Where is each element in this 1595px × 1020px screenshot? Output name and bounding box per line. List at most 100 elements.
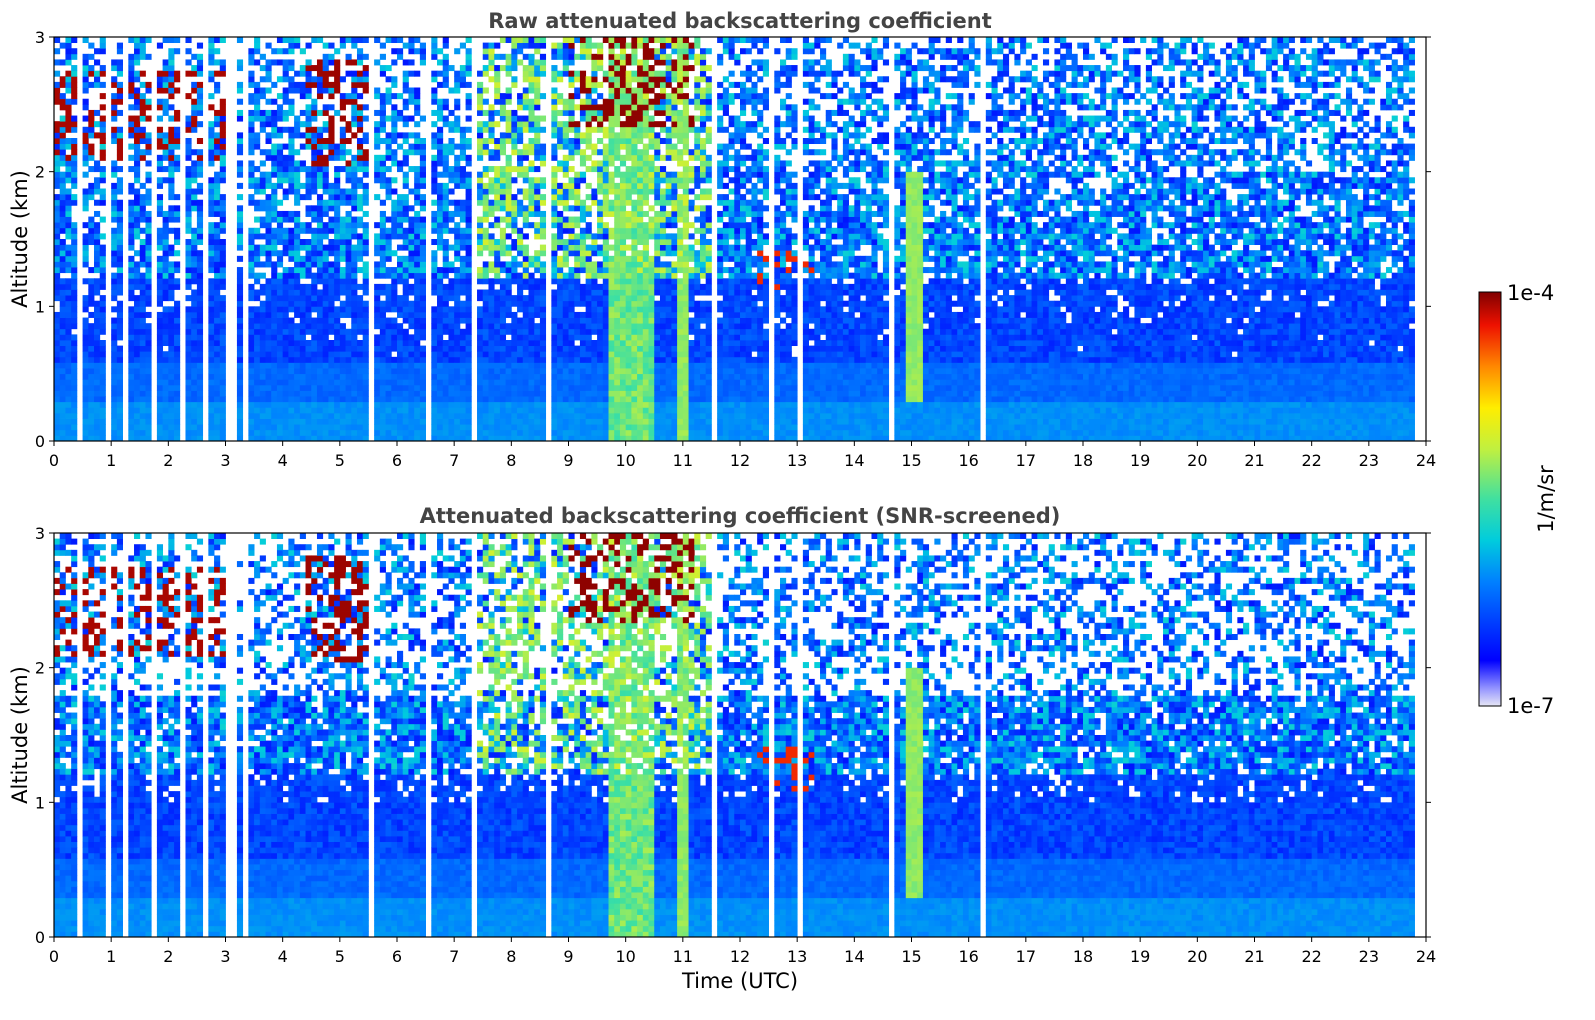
raw-heatmap-cell bbox=[346, 430, 352, 436]
raw-heatmap-cell bbox=[94, 239, 100, 245]
raw-heatmap-cell bbox=[437, 351, 443, 357]
raw-heatmap-cell bbox=[100, 329, 106, 335]
raw-heatmap-cell bbox=[174, 301, 180, 307]
raw-heatmap-cell bbox=[117, 59, 123, 65]
raw-heatmap-cell bbox=[311, 82, 317, 88]
raw-heatmap-cell bbox=[551, 48, 557, 54]
raw-heatmap-cell bbox=[346, 211, 352, 217]
raw-heatmap-cell bbox=[197, 93, 203, 99]
raw-heatmap-cell bbox=[466, 233, 472, 239]
raw-heatmap-cell bbox=[88, 424, 94, 430]
raw-heatmap-cell bbox=[60, 334, 66, 340]
raw-heatmap-cell bbox=[488, 239, 494, 245]
raw-heatmap-cell bbox=[357, 82, 363, 88]
raw-heatmap-cell bbox=[71, 54, 77, 60]
raw-heatmap-cell bbox=[569, 273, 575, 279]
raw-heatmap-cell bbox=[540, 407, 546, 413]
raw-heatmap-cell bbox=[437, 379, 443, 385]
raw-heatmap-cell bbox=[271, 391, 277, 397]
raw-heatmap-cell bbox=[237, 211, 243, 217]
raw-heatmap-cell bbox=[483, 183, 489, 189]
raw-heatmap-cell bbox=[277, 155, 283, 161]
raw-heatmap-cell bbox=[168, 402, 174, 408]
raw-heatmap-cell bbox=[248, 127, 254, 133]
raw-heatmap-cell bbox=[534, 200, 540, 206]
raw-heatmap-cell bbox=[163, 211, 169, 217]
raw-heatmap-cell bbox=[288, 391, 294, 397]
raw-heatmap-cell bbox=[477, 424, 483, 430]
raw-heatmap-cell bbox=[220, 346, 226, 352]
raw-heatmap-cell bbox=[414, 138, 420, 144]
raw-heatmap-cell bbox=[386, 189, 392, 195]
raw-heatmap-cell bbox=[328, 267, 334, 273]
raw-heatmap-cell bbox=[569, 222, 575, 228]
raw-heatmap-cell bbox=[431, 166, 437, 172]
raw-heatmap-cell bbox=[334, 318, 340, 324]
raw-heatmap-cell bbox=[363, 76, 369, 82]
raw-heatmap-cell bbox=[557, 93, 563, 99]
raw-heatmap-cell bbox=[609, 71, 615, 77]
raw-heatmap-cell bbox=[346, 200, 352, 206]
raw-heatmap-cell bbox=[466, 138, 472, 144]
raw-heatmap-cell bbox=[71, 396, 77, 402]
raw-heatmap-cell bbox=[534, 194, 540, 200]
raw-heatmap-cell bbox=[397, 385, 403, 391]
raw-heatmap-cell bbox=[534, 261, 540, 267]
raw-heatmap-cell bbox=[208, 121, 214, 127]
raw-heatmap-cell bbox=[380, 222, 386, 228]
raw-heatmap-cell bbox=[351, 222, 357, 228]
raw-heatmap-cell bbox=[54, 194, 60, 200]
raw-heatmap-cell bbox=[443, 37, 449, 43]
raw-heatmap-cell bbox=[374, 160, 380, 166]
raw-heatmap-cell bbox=[168, 205, 174, 211]
raw-heatmap-cell bbox=[260, 419, 266, 425]
raw-heatmap-cell bbox=[54, 379, 60, 385]
raw-heatmap-cell bbox=[609, 290, 615, 296]
raw-heatmap-cell bbox=[174, 340, 180, 346]
raw-heatmap-cell bbox=[334, 71, 340, 77]
raw-heatmap-cell bbox=[145, 273, 151, 279]
raw-heatmap-cell bbox=[100, 413, 106, 419]
raw-heatmap-cell bbox=[214, 374, 220, 380]
raw-heatmap-cell bbox=[117, 110, 123, 116]
raw-heatmap-cell bbox=[117, 149, 123, 155]
raw-heatmap-cell bbox=[197, 419, 203, 425]
raw-heatmap-cell bbox=[328, 138, 334, 144]
raw-heatmap-cell bbox=[609, 121, 615, 127]
raw-heatmap-cell bbox=[197, 357, 203, 363]
raw-heatmap-cell bbox=[191, 312, 197, 318]
raw-heatmap-cell bbox=[277, 306, 283, 312]
raw-heatmap-cell bbox=[437, 301, 443, 307]
raw-heatmap-cell bbox=[420, 391, 426, 397]
raw-heatmap-cell bbox=[323, 189, 329, 195]
raw-heatmap-cell bbox=[317, 306, 323, 312]
raw-heatmap-cell bbox=[128, 329, 134, 335]
raw-heatmap-cell bbox=[420, 379, 426, 385]
raw-heatmap-cell bbox=[534, 37, 540, 43]
raw-heatmap-cell bbox=[488, 132, 494, 138]
raw-heatmap-cell bbox=[94, 82, 100, 88]
raw-heatmap-cell bbox=[551, 166, 557, 172]
raw-heatmap-cell bbox=[609, 357, 615, 363]
raw-heatmap-cell bbox=[94, 323, 100, 329]
raw-heatmap-cell bbox=[163, 402, 169, 408]
raw-heatmap-cell bbox=[140, 261, 146, 267]
raw-heatmap-cell bbox=[163, 424, 169, 430]
raw-heatmap-cell bbox=[334, 402, 340, 408]
raw-heatmap-cell bbox=[323, 334, 329, 340]
raw-heatmap-cell bbox=[431, 155, 437, 161]
raw-heatmap-cell bbox=[185, 205, 191, 211]
raw-heatmap-cell bbox=[351, 385, 357, 391]
raw-heatmap-cell bbox=[277, 362, 283, 368]
raw-heatmap-cell bbox=[340, 99, 346, 105]
raw-heatmap-cell bbox=[185, 116, 191, 122]
raw-heatmap-cell bbox=[363, 65, 369, 71]
raw-heatmap-cell bbox=[574, 149, 580, 155]
raw-heatmap-cell bbox=[540, 396, 546, 402]
raw-heatmap-cell bbox=[266, 261, 272, 267]
raw-heatmap-cell bbox=[128, 318, 134, 324]
raw-heatmap-cell bbox=[134, 166, 140, 172]
raw-heatmap-cell bbox=[603, 290, 609, 296]
raw-heatmap-cell bbox=[528, 256, 534, 262]
raw-heatmap-cell bbox=[300, 261, 306, 267]
